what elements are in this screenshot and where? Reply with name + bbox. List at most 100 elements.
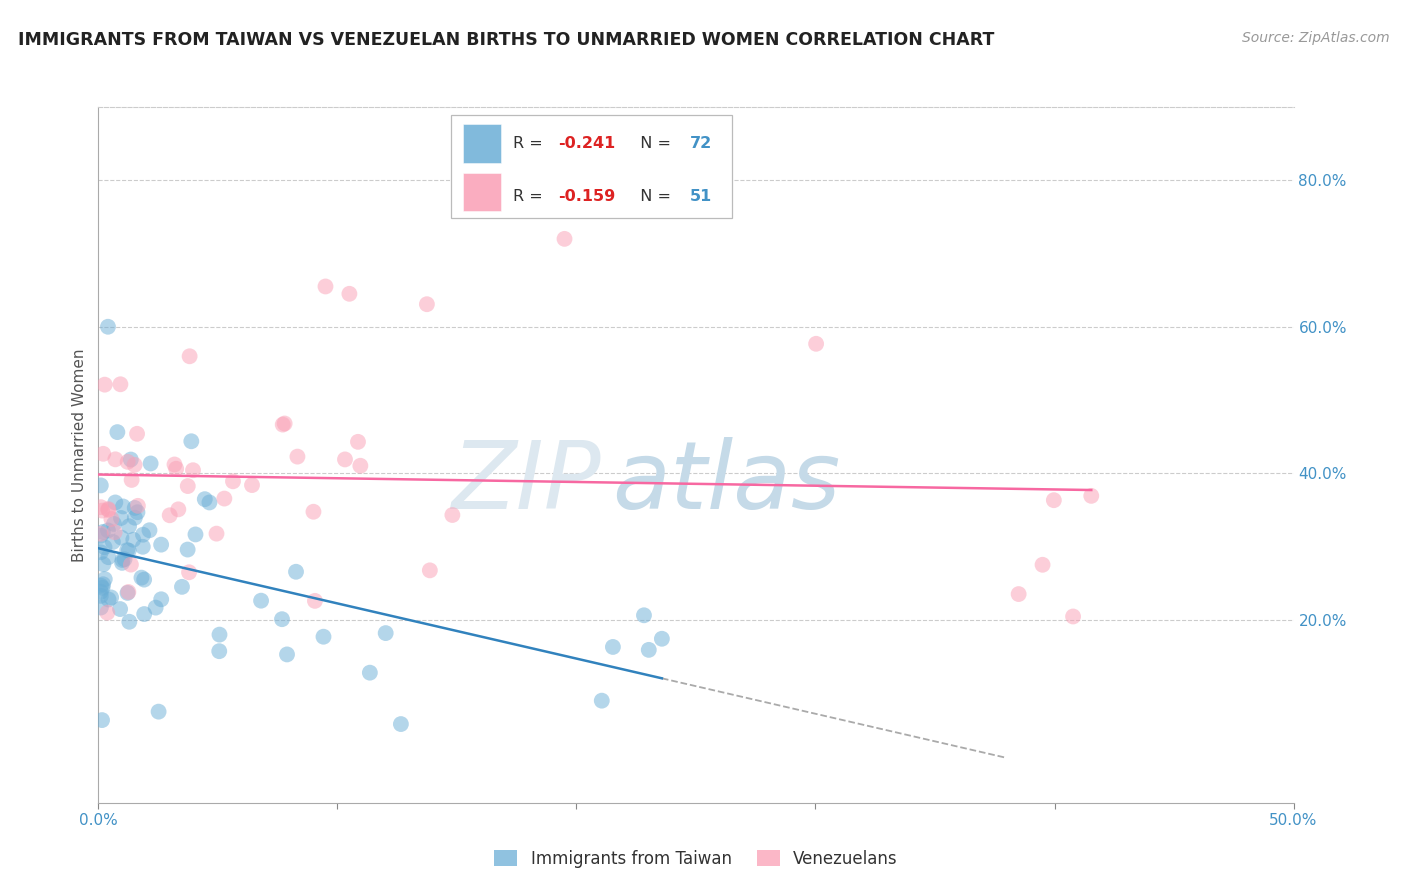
Point: [120, 452, 142, 467]
Point: [90, 579, 112, 593]
Point: [90, 600, 112, 615]
Point: [180, 434, 202, 449]
Point: [90, 500, 112, 515]
Point: [90, 526, 112, 541]
Point: [181, 463, 204, 477]
Point: [302, 505, 325, 519]
Text: 51: 51: [690, 188, 713, 203]
Point: [804, 336, 827, 351]
Point: [134, 607, 156, 621]
Point: [184, 527, 207, 541]
Point: [602, 640, 624, 654]
Text: IMMIGRANTS FROM TAIWAN VS VENEZUELAN BIRTHS TO UNMARRIED WOMEN CORRELATION CHART: IMMIGRANTS FROM TAIWAN VS VENEZUELAN BIR…: [18, 31, 994, 49]
Point: [145, 600, 167, 615]
Point: [287, 450, 309, 464]
Point: [637, 643, 659, 657]
Text: 72: 72: [690, 136, 713, 152]
Point: [115, 543, 138, 558]
Point: [91, 524, 114, 539]
Point: [304, 594, 326, 608]
Point: [90, 584, 112, 599]
Point: [1043, 493, 1066, 508]
Point: [315, 279, 337, 293]
Point: [419, 563, 441, 577]
Point: [108, 602, 131, 616]
Point: [134, 573, 156, 587]
Point: [103, 516, 125, 531]
Point: [389, 717, 412, 731]
Point: [240, 478, 263, 492]
Point: [132, 527, 155, 541]
Point: [131, 571, 153, 585]
Point: [198, 495, 221, 509]
Text: Source: ZipAtlas.com: Source: ZipAtlas.com: [1241, 31, 1389, 45]
FancyBboxPatch shape: [451, 115, 733, 219]
Text: R =: R =: [513, 136, 548, 152]
Point: [222, 475, 245, 489]
Point: [441, 508, 464, 522]
Point: [127, 505, 149, 519]
Point: [104, 525, 127, 540]
Point: [333, 452, 356, 467]
Point: [177, 479, 200, 493]
Point: [179, 349, 201, 363]
Point: [104, 452, 127, 467]
Point: [97, 319, 120, 334]
Legend: Immigrants from Taiwan, Venezuelans: Immigrants from Taiwan, Venezuelans: [488, 843, 904, 874]
Point: [93, 540, 115, 554]
Point: [91, 447, 114, 461]
Point: [117, 586, 139, 600]
Point: [271, 612, 294, 626]
Text: ZIP: ZIP: [451, 437, 600, 528]
Point: [111, 556, 134, 570]
Text: N =: N =: [630, 188, 676, 203]
Point: [554, 232, 576, 246]
Point: [339, 286, 360, 301]
Point: [416, 297, 439, 311]
Point: [132, 540, 155, 554]
Point: [374, 626, 396, 640]
Point: [139, 457, 162, 471]
Point: [120, 558, 142, 572]
Point: [90, 545, 112, 559]
Text: atlas: atlas: [613, 437, 841, 528]
Point: [177, 566, 200, 580]
Point: [114, 552, 136, 566]
Point: [117, 585, 139, 599]
Point: [312, 630, 335, 644]
Point: [349, 458, 371, 473]
Point: [101, 535, 124, 549]
Point: [111, 553, 134, 567]
Point: [591, 694, 613, 708]
Point: [633, 608, 655, 623]
Point: [276, 648, 298, 662]
Point: [97, 550, 120, 565]
Point: [214, 491, 236, 506]
Point: [163, 458, 186, 472]
Point: [91, 581, 114, 595]
Point: [170, 580, 193, 594]
Point: [150, 538, 173, 552]
Y-axis label: Births to Unmarried Women: Births to Unmarried Women: [72, 348, 87, 562]
Point: [148, 705, 170, 719]
Point: [271, 417, 294, 432]
Point: [90, 589, 112, 603]
Point: [124, 510, 146, 524]
Point: [118, 519, 141, 533]
Point: [359, 665, 381, 680]
Point: [121, 473, 143, 487]
Text: -0.159: -0.159: [558, 188, 616, 203]
Point: [273, 417, 295, 431]
Point: [97, 502, 120, 516]
Point: [1062, 609, 1084, 624]
Point: [100, 591, 122, 605]
Point: [97, 524, 120, 538]
Point: [127, 499, 149, 513]
Point: [97, 592, 120, 607]
Point: [93, 558, 115, 572]
Point: [150, 592, 173, 607]
Point: [118, 543, 141, 558]
Point: [165, 461, 187, 475]
Point: [1032, 558, 1054, 572]
Point: [250, 593, 273, 607]
